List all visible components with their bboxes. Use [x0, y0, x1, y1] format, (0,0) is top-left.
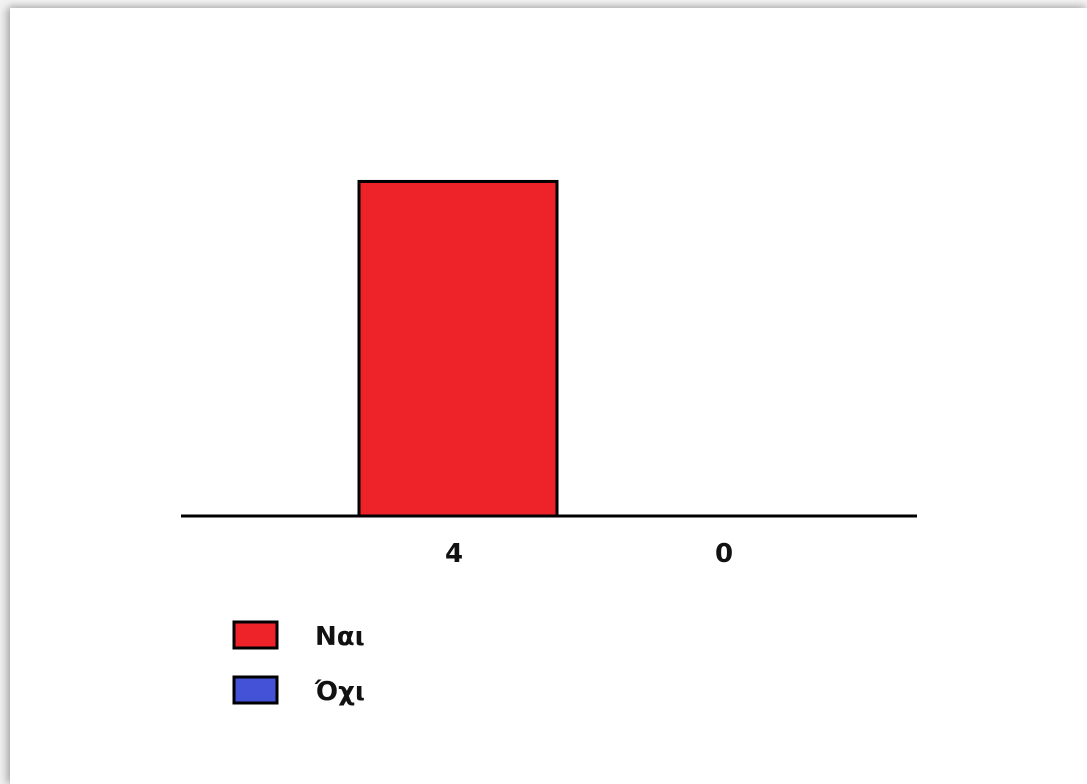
legend: Ναι Όχι [232, 620, 365, 707]
data-label-2: 0 [715, 539, 733, 569]
data-label-1: 4 [445, 539, 463, 569]
legend-label-1: Ναι [315, 622, 365, 652]
bars-group [357, 179, 559, 518]
legend-label-2: Όχι [314, 677, 365, 707]
legend-swatch-2 [232, 675, 279, 705]
bar-1 [357, 179, 559, 518]
legend-swatch-1 [232, 620, 279, 650]
